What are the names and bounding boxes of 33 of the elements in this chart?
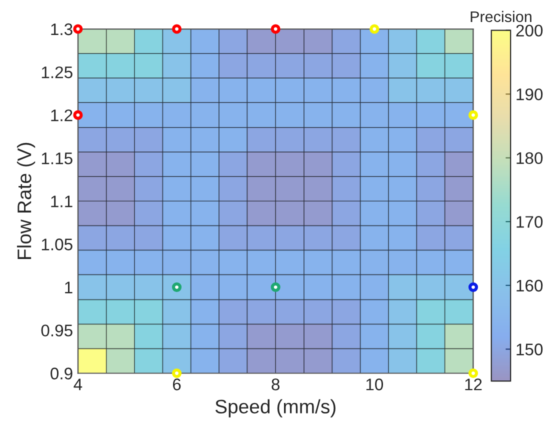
y-tick-label: 0.9 bbox=[50, 368, 72, 380]
y-axis-title: Flow Rate (V) bbox=[16, 142, 36, 259]
point bbox=[270, 24, 280, 34]
point bbox=[468, 282, 478, 292]
color-bar-label: 180 bbox=[516, 152, 543, 164]
point bbox=[172, 24, 182, 34]
point bbox=[468, 110, 478, 120]
x-tick-label: 4 bbox=[74, 378, 82, 390]
y-tick-label: 0.95 bbox=[41, 324, 72, 336]
y-tick-label: 1.3 bbox=[51, 23, 72, 36]
y-tick-label: 1.2 bbox=[51, 109, 72, 122]
point bbox=[73, 24, 83, 34]
color-bar-label: 160 bbox=[516, 280, 543, 292]
point bbox=[172, 368, 182, 378]
point bbox=[73, 110, 83, 120]
y-tick-label: 1 bbox=[65, 282, 72, 294]
x-axis-title: Speed (mm/s) bbox=[215, 399, 336, 418]
color-bar-title: Precision bbox=[470, 10, 532, 22]
point bbox=[270, 282, 280, 292]
color-bar-label: 170 bbox=[516, 216, 543, 228]
point bbox=[370, 24, 380, 34]
y-tick-label: 1.15 bbox=[42, 152, 72, 164]
y-tick-label: 1.1 bbox=[51, 196, 72, 208]
color-bar-label: 200 bbox=[516, 24, 543, 37]
x-tick-label: 8 bbox=[272, 378, 280, 390]
x-tick-label: 6 bbox=[172, 378, 181, 390]
y-tick-label: 1.05 bbox=[42, 238, 72, 250]
x-tick-label: 12 bbox=[465, 378, 482, 390]
color-bar-label: 190 bbox=[516, 88, 543, 100]
color-bar-label: 150 bbox=[516, 344, 543, 356]
x-tick-label: 10 bbox=[366, 378, 384, 390]
point bbox=[468, 368, 478, 378]
y-tick-label: 1.25 bbox=[42, 66, 72, 78]
